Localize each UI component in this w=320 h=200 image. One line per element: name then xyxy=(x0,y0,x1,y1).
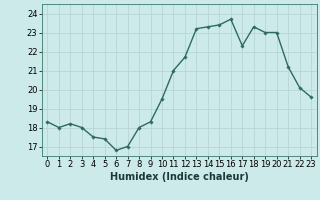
X-axis label: Humidex (Indice chaleur): Humidex (Indice chaleur) xyxy=(110,172,249,182)
